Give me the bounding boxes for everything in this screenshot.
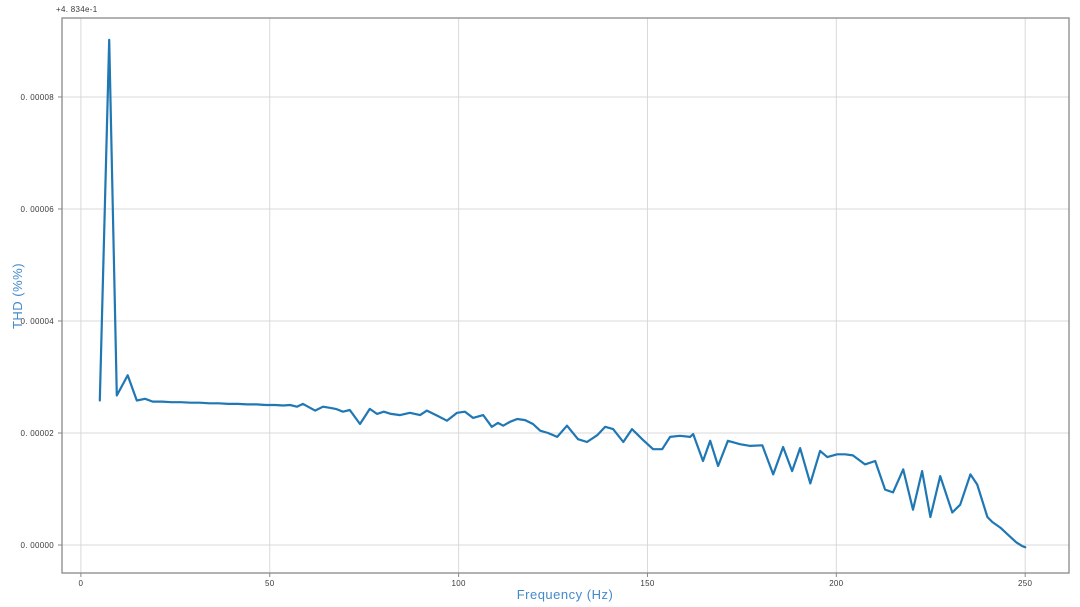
x-axis-label: Frequency (Hz): [517, 587, 614, 602]
y-tick-label: 0. 00006: [20, 205, 54, 214]
x-tick-label: 150: [640, 579, 654, 588]
x-tick-label: 200: [829, 579, 843, 588]
y-tick-label: 0. 00000: [20, 541, 54, 550]
x-tick-label: 250: [1018, 579, 1032, 588]
y-axis-label: THD (%%): [10, 263, 25, 329]
y-tick-label: 0. 00004: [20, 317, 54, 326]
y-tick-label: 0. 00008: [20, 93, 54, 102]
thd-series-line: [98, 38, 1027, 549]
plot-area-border: [61, 17, 1070, 574]
x-tick-label: 0: [79, 579, 84, 588]
axis-ticks: 0 50 100 150 200 250 0. 00000 0. 00002 0. 00004 0…: [20, 93, 1032, 588]
x-tick-label: 50: [265, 579, 275, 588]
x-tick-label: 100: [451, 579, 465, 588]
y-axis-offset-text: +4. 834e-1: [56, 5, 98, 14]
y-tick-label: 0. 00002: [20, 429, 54, 438]
grid-lines: [62, 18, 1069, 573]
